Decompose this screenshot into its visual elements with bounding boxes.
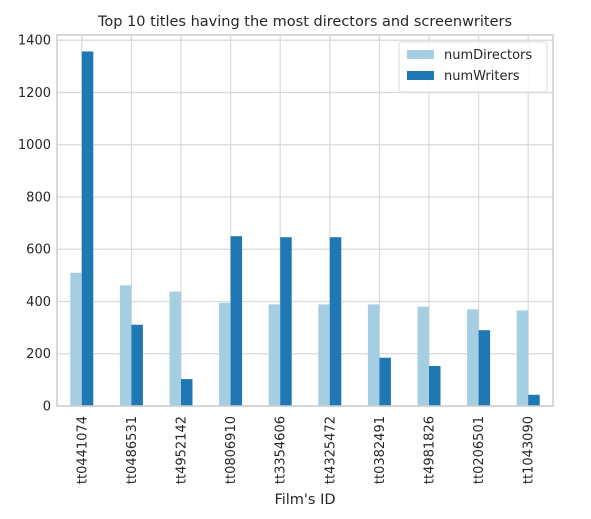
x-tick-label: tt4952142 xyxy=(175,416,190,484)
bar-numWriters-tt0486531 xyxy=(131,324,143,406)
x-tick-label: tt4981826 xyxy=(423,416,438,484)
bar-numDirectors-tt0441074 xyxy=(70,272,82,406)
bar-numDirectors-tt0486531 xyxy=(119,285,132,406)
bar-numWriters-tt1043090 xyxy=(528,394,540,406)
x-tick-label: tt4325472 xyxy=(323,416,338,484)
bar-numWriters-tt0441074 xyxy=(81,51,94,406)
x-axis: tt0441074 tt0486531 tt4952142 tt0806910 tt33… xyxy=(75,416,536,484)
legend-swatch-numDirectors xyxy=(407,50,434,59)
bar-numWriters-tt4981826 xyxy=(429,366,441,406)
x-tick-label: tt0806910 xyxy=(224,416,239,484)
x-axis-label: Film's ID xyxy=(274,492,335,508)
bar-numWriters-tt0806910 xyxy=(230,236,243,406)
legend-label-numWriters: numWriters xyxy=(444,69,520,84)
bar-numDirectors-tt4325472 xyxy=(318,304,330,406)
plot-frame xyxy=(56,34,554,407)
bar-numDirectors-tt0382491 xyxy=(367,304,380,406)
y-tick-label: 1200 xyxy=(18,86,51,101)
legend-label-numDirectors: numDirectors xyxy=(444,48,532,63)
x-tick-label: tt0206501 xyxy=(472,416,487,484)
bar-numWriters-tt0382491 xyxy=(379,357,391,406)
bar-numDirectors-tt4952142 xyxy=(169,291,181,406)
x-tick-label: tt0486531 xyxy=(125,416,140,484)
bar-numDirectors-tt0806910 xyxy=(219,302,231,406)
legend-swatch-numWriters xyxy=(407,71,434,80)
bars xyxy=(70,51,540,406)
y-axis: 0 200 400 600 800 1000 1200 1400 xyxy=(18,34,51,415)
x-tick-label: tt1043090 xyxy=(522,416,537,484)
y-tick-label: 0 xyxy=(43,400,51,415)
bar-numDirectors-tt4981826 xyxy=(417,306,429,406)
chart-title: Top 10 titles having the most directors … xyxy=(97,14,512,30)
y-tick-label: 600 xyxy=(26,243,51,258)
plot-border xyxy=(56,34,554,407)
bar-numDirectors-tt0206501 xyxy=(467,309,479,406)
bar-numDirectors-tt3354606 xyxy=(268,304,281,406)
y-tick-label: 1000 xyxy=(18,138,51,153)
legend: numDirectors numWriters xyxy=(398,41,548,93)
y-tick-label: 1400 xyxy=(18,34,51,49)
legend-box xyxy=(398,41,548,93)
bar-numWriters-tt3354606 xyxy=(280,237,292,406)
y-tick-label: 800 xyxy=(26,190,51,205)
bar-numWriters-tt4325472 xyxy=(329,237,342,406)
y-tick-label: 200 xyxy=(26,347,51,362)
x-tick-label: tt0441074 xyxy=(75,416,90,484)
x-tick-label: tt0382491 xyxy=(373,416,388,484)
bar-numWriters-tt0206501 xyxy=(478,330,491,406)
bar-numWriters-tt4952142 xyxy=(181,379,193,406)
x-tick-label: tt3354606 xyxy=(274,416,289,484)
bar-numDirectors-tt1043090 xyxy=(516,310,529,406)
y-tick-label: 400 xyxy=(26,295,51,310)
